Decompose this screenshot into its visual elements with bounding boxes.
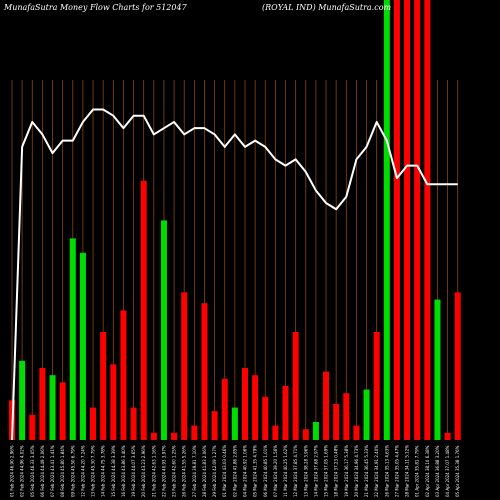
x-tick-label: 01 Apr 2024 35.81 7.79% [415,445,420,497]
x-tick-label: 26 Feb 2024 41.55 5.26% [182,445,187,497]
x-tick-label: 28 Mar 2024 34.11 5.12% [405,445,410,497]
x-tick-label: 15 Feb 2024 44.38 3.39% [111,445,116,497]
x-tick-label: 27 Feb 2024 39.81 7.10% [192,445,197,497]
money-flow-bar [19,360,26,440]
money-flow-bar [434,299,441,440]
x-tick-label: 27 Mar 2024 35.05 4.47% [394,445,399,497]
x-tick-label: 05 Apr 2024 35.38 1.76% [455,445,460,497]
money-flow-bar [39,368,46,440]
money-flow-bar [333,404,340,440]
x-tick-label: 19 Mar 2024 36.17 5.38% [344,445,349,497]
money-flow-bar [404,0,411,440]
x-tick-label: 02 Apr 2024 38.10 6.38% [425,445,430,497]
x-tick-label: 22 Feb 2024 40.93 3.97% [161,445,166,497]
money-flow-bar [312,422,319,440]
x-tick-label: 14 Mar 2024 37.68 2.97% [313,445,318,497]
price-line [11,108,458,441]
money-flow-bar [221,378,228,440]
money-flow-bar [353,425,360,440]
money-flow-bar [424,0,431,440]
x-tick-label: 11 Mar 2024 40.25 1.62% [283,445,288,497]
money-flow-bar [49,375,56,440]
x-tick-label: 09 Feb 2024 45.50 6.79% [70,445,75,497]
money-flow-bar [160,220,167,440]
money-flow-bar [110,364,117,440]
x-tick-label: 02 Mar 2024 41.86 2.85% [232,445,237,497]
x-tick-label: 13 Mar 2024 38.28 3.96% [303,445,308,497]
x-tick-labels: 01 Feb 2024 46.90 2.96% 02 Feb 2024 44.96… [10,445,461,497]
chart-subtitle: (ROYAL IND) MunafaSutra.com [262,3,392,12]
x-tick-label: 06 Feb 2024 44.49 2.06% [40,445,45,497]
x-tick-label: 16 Feb 2024 43.86 3.40% [121,445,126,497]
money-flow-bar [444,432,451,440]
x-tick-label: 28 Feb 2024 41.83 2.06% [202,445,207,497]
x-tick-label: 21 Feb 2024 42.63 1.16% [151,445,156,497]
x-tick-label: 05 Feb 2024 46.33 3.05% [30,445,35,497]
x-tick-label: 07 Feb 2024 43.41 1.41% [50,445,55,497]
money-flow-bar [383,0,390,440]
money-flow-bar [363,389,370,440]
x-tick-label: 07 Mar 2024 39.20 1.56% [273,445,278,497]
money-flow-bar [323,371,330,440]
x-tick-label: 01 Mar 2024 43.03 0.46% [222,445,227,497]
x-tick-label: 22 Mar 2024 34.91 2.40% [374,445,379,497]
money-flow-bars [9,0,461,441]
money-flow-bar [69,238,76,440]
money-flow-bar [171,432,178,440]
money-flow-bar [211,411,218,440]
money-flow-bar [140,180,147,441]
money-flow-bar [302,429,309,440]
x-tick-label: 12 Feb 2024 44.20 7.24% [80,445,85,497]
money-flow-bar [79,252,86,440]
money-flow-bar [181,292,188,440]
money-flow-bar [343,393,350,440]
money-flow-bar [191,425,198,440]
x-tick-label: 23 Feb 2024 42.60 1.25% [172,445,177,497]
x-tick-label: 15 Mar 2024 37.05 1.69% [324,445,329,497]
money-flow-bar [373,332,380,440]
money-flow-bar [100,332,107,440]
x-tick-label: 02 Feb 2024 44.96 4.02% [20,445,25,497]
x-tick-label: 04 Mar 2024 40.92 1.06% [242,445,247,497]
money-flow-bar [90,407,97,440]
x-tick-label: 19 Feb 2024 44.07 3.65% [131,445,136,497]
price-line-path [11,108,458,441]
money-flow-bar [29,414,36,440]
x-tick-label: 29 Feb 2024 42.09 1.27% [212,445,217,497]
money-flow-bar [201,303,208,440]
money-flow-bar [241,368,248,440]
x-tick-label: 08 Feb 2024 45.80 1.84% [60,445,65,497]
x-tick-label: 20 Feb 2024 43.23 2.96% [141,445,146,497]
money-flow-bar [272,425,279,440]
money-flow-bar [130,407,137,440]
x-tick-label: 12 Mar 2024 37.85 4.71% [293,445,298,497]
x-tick-label: 01 Feb 2024 46.90 2.96% [10,445,15,497]
money-flow-bar [292,332,299,440]
x-tick-label: 18 Mar 2024 37.23 0.48% [334,445,339,497]
money-flow-bar [252,375,259,440]
x-tick-label: 06 Mar 2024 40.85 1.01% [263,445,268,497]
money-flow-bar [414,0,421,440]
x-tick-label: 14 Feb 2024 44.75 3.78% [101,445,106,497]
x-tick-label: 21 Mar 2024 36.45 5.33% [364,445,369,497]
money-flow-bar [120,310,127,440]
money-flow-bar [282,386,289,440]
money-flow-bar [393,0,400,440]
x-tick-label: 13 Feb 2024 45.30 7.79% [91,445,96,497]
x-tick-label: 05 Mar 2024 41.35 4.79% [253,445,258,497]
money-flow-bar [262,396,269,440]
money-flow-bar [150,432,157,440]
x-tick-label: 20 Mar 2024 34.96 4.73% [354,445,359,497]
x-tick-label: 03 Apr 2024 36.88 3.20% [435,445,440,497]
money-flow-bar [231,407,238,440]
x-tick-label: 04 Apr 2024 37.07 1.48% [445,445,450,497]
money-flow-bar [59,382,66,440]
money-flow-bar [454,292,461,440]
x-tick-label: 26 Mar 2024 35.13 4.63% [384,445,389,497]
chart-title: MunafaSutra Money Flow Charts for 512047 [3,3,188,12]
